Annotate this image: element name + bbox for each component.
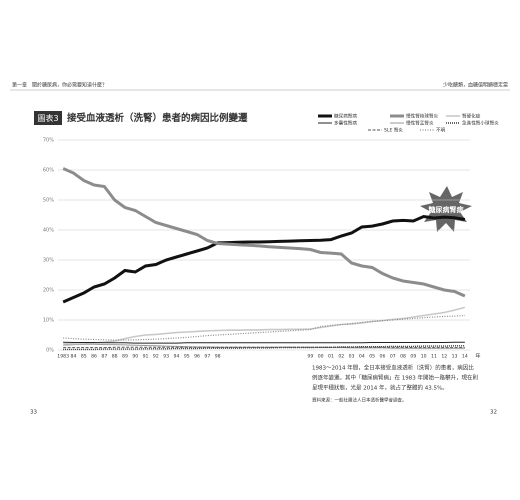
caption-line: 呈現平穩狀態，光是 2014 年，就占了整體的 43.5%。	[312, 384, 448, 392]
legend-label: 糖尿病腎病	[334, 113, 357, 120]
x-tick-label: 08	[400, 354, 406, 360]
chart-label: 圖表3	[37, 113, 58, 123]
x-tick-label: 01	[328, 354, 334, 360]
x-tick-label: 02	[338, 354, 344, 360]
x-tick-label: 05	[369, 354, 375, 360]
x-tick-label: 86	[91, 354, 97, 360]
x-tick-label: 14	[462, 354, 468, 360]
x-tick-label: 07	[390, 354, 396, 360]
series-line	[62, 167, 466, 298]
source: 資料來源：一般社團法人日本透析醫學會調查。	[312, 397, 407, 404]
y-tick-label: 30%	[43, 258, 54, 264]
y-tick-label: 40%	[43, 228, 54, 234]
x-tick-label: 00	[318, 354, 324, 360]
y-tick-label: 10%	[43, 318, 54, 324]
x-tick-label: 87	[101, 354, 107, 360]
header-left: 第一章 關於糖尿病，你必需要知道什麼？	[12, 82, 107, 89]
x-tick-label: 90	[132, 354, 138, 360]
x-tick-label: 89	[122, 354, 128, 360]
caption-line: 例逐年變遷。其中「糖尿病腎病」在 1983 年開始一路攀升，現在則	[312, 374, 478, 382]
legend-label: 急進性腎小球腎炎	[462, 120, 499, 127]
legend-label: 腎硬化症	[462, 113, 481, 120]
x-tick-label: 1983	[57, 354, 69, 360]
page-number: 32	[490, 410, 497, 416]
series-line	[62, 214, 466, 304]
series-line	[63, 341, 465, 344]
x-tick-label: 98	[215, 354, 221, 360]
legend-label: 不明	[436, 128, 446, 134]
x-unit: 年	[475, 353, 480, 360]
x-tick-label: 03	[349, 354, 355, 360]
y-tick-label: 20%	[43, 288, 54, 294]
x-tick-label: 94	[174, 354, 180, 360]
x-tick-label: 95	[184, 354, 190, 360]
series-line	[63, 314, 465, 341]
x-tick-label: 97	[204, 354, 210, 360]
y-tick-label: 0%	[46, 348, 54, 354]
x-tick-label: 84	[71, 354, 77, 360]
x-tick-label: 85	[81, 354, 87, 360]
x-tick-label: 93	[163, 354, 169, 360]
x-tick-label: 92	[153, 354, 159, 360]
x-tick-label: 88	[112, 354, 118, 360]
y-tick-label: 70%	[43, 138, 54, 144]
x-tick-label: 09	[410, 354, 416, 360]
y-tick-label: 60%	[43, 168, 54, 174]
y-tick-label: 50%	[43, 198, 54, 204]
label-box	[34, 111, 62, 125]
x-tick-label: 13	[452, 354, 458, 360]
x-tick-label: 99	[307, 354, 313, 360]
legend-label: SLE 腎炎	[384, 127, 403, 134]
legend-label: 慢性腎絲球腎炎	[406, 113, 439, 120]
legend-label: 慢性腎盂腎炎	[406, 120, 434, 127]
x-tick-label: 11	[431, 354, 437, 360]
chart-title: 接受血液透析（洗腎）患者的病因比例變遷	[67, 112, 248, 124]
header-right: 少吃醣類，血糖值明顯穩定當	[443, 82, 508, 89]
page-number: 33	[30, 410, 37, 416]
x-tick-label: 96	[194, 354, 200, 360]
annotation: 糖尿病腎病	[429, 205, 464, 214]
series-line	[63, 345, 465, 351]
legend-label: 多囊性腎病	[334, 120, 357, 127]
annotation-burst	[420, 186, 472, 232]
x-tick-label: 91	[143, 354, 149, 360]
caption-line: 1983～2014 年間，全日本接受血液透析（洗腎）的患者，病因比	[312, 364, 474, 372]
x-tick-label: 06	[380, 354, 386, 360]
x-tick-label: 12	[441, 354, 447, 360]
x-tick-label: 04	[359, 354, 365, 360]
x-tick-label: 10	[421, 354, 427, 360]
